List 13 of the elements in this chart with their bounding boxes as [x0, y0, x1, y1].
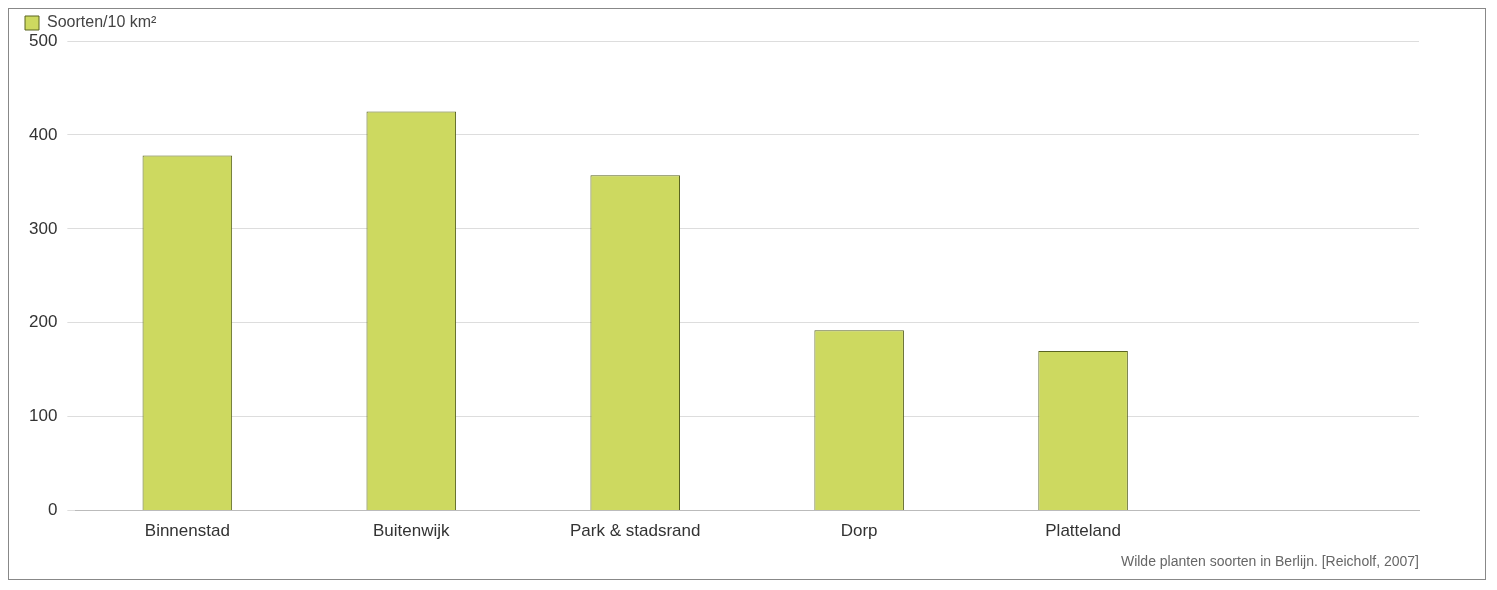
x-tick-label: Platteland — [1045, 521, 1121, 541]
y-tick-label: 200 — [28, 312, 58, 332]
text: Wilde planten soorten in Berlijn. [Reicholf, 2007] — [1120, 552, 1419, 569]
y-tick-label: 0 — [47, 500, 58, 520]
y-tick-label: 400 — [28, 124, 58, 144]
x-tick-label: Park & stadsrand — [570, 521, 701, 541]
y-tick-label: 100 — [28, 406, 58, 426]
x-tick-label: Binnenstad — [144, 521, 230, 541]
y-tick-label: 500 — [28, 30, 58, 50]
y-tick-label: 300 — [28, 218, 58, 238]
x-tick-label: Dorp — [840, 521, 878, 541]
x-tick-label: Buitenwijk — [373, 521, 451, 541]
legend-label: Soorten/10 km² — [47, 13, 158, 31]
